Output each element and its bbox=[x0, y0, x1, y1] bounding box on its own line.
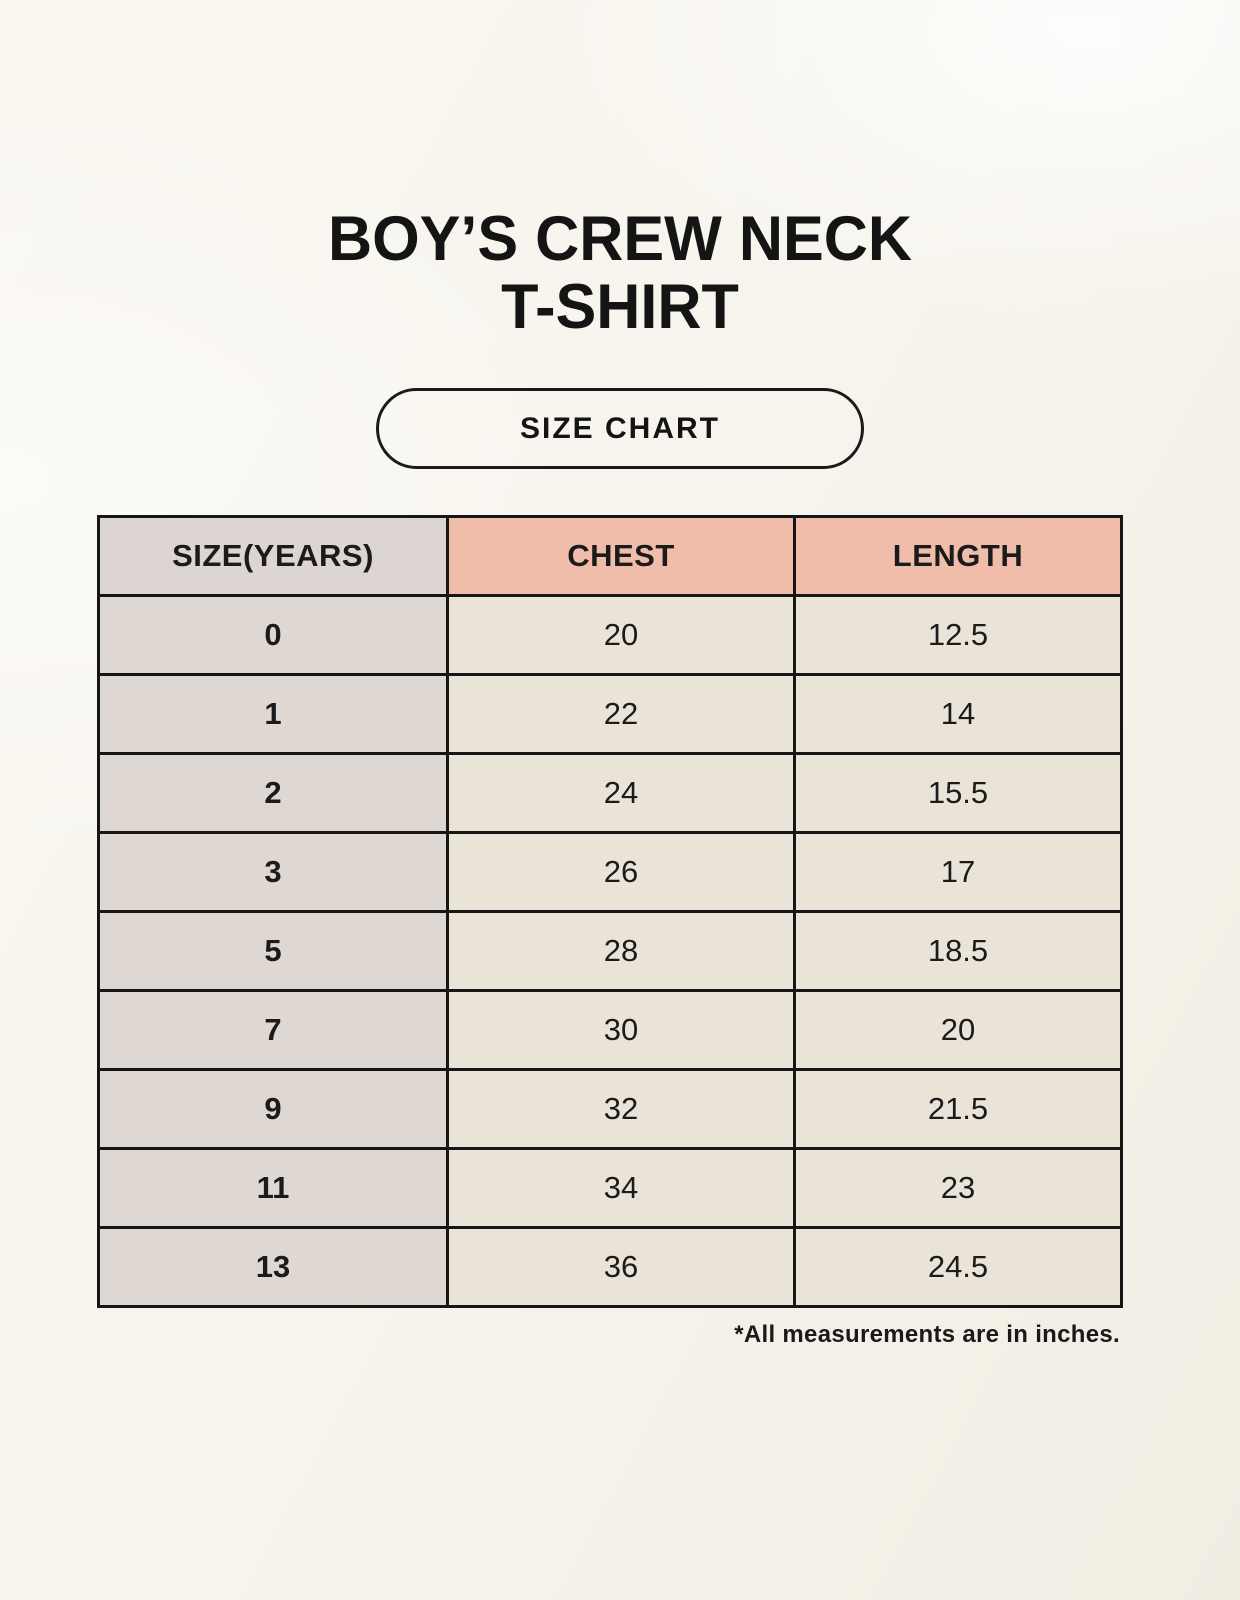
size-cell: 2 bbox=[97, 752, 449, 835]
table-row: 0 20 12.5 bbox=[97, 594, 1123, 677]
table-body: 0 20 12.5 1 22 14 2 24 15.5 3 26 17 5 28 18.5 7 30 20 9 32 2… bbox=[97, 594, 1123, 1309]
column-header-size-years: SIZE(YEARS) bbox=[97, 515, 449, 598]
chest-cell: 26 bbox=[446, 831, 796, 914]
chest-cell: 36 bbox=[446, 1226, 796, 1309]
table-row: 13 36 24.5 bbox=[97, 1226, 1123, 1309]
size-cell: 11 bbox=[97, 1147, 449, 1230]
column-header-length: LENGTH bbox=[793, 515, 1123, 598]
length-cell: 21.5 bbox=[793, 1068, 1123, 1151]
length-cell: 20 bbox=[793, 989, 1123, 1072]
table-row: 2 24 15.5 bbox=[97, 752, 1123, 835]
length-cell: 14 bbox=[793, 673, 1123, 756]
length-cell: 12.5 bbox=[793, 594, 1123, 677]
length-cell: 23 bbox=[793, 1147, 1123, 1230]
column-header-chest: CHEST bbox=[446, 515, 796, 598]
table-header: SIZE(YEARS) CHEST LENGTH bbox=[97, 515, 1123, 598]
size-cell: 5 bbox=[97, 910, 449, 993]
size-chart-badge-label: SIZE CHART bbox=[520, 411, 720, 445]
length-cell: 17 bbox=[793, 831, 1123, 914]
table-row: 3 26 17 bbox=[97, 831, 1123, 914]
page-title-line-1: BOY’S CREW NECK bbox=[327, 204, 912, 274]
size-cell: 0 bbox=[97, 594, 449, 677]
chest-cell: 34 bbox=[446, 1147, 796, 1230]
page-title-line-2: T-SHIRT bbox=[501, 272, 739, 343]
size-cell: 7 bbox=[97, 989, 449, 1072]
table-row: 5 28 18.5 bbox=[97, 910, 1123, 993]
size-chart-badge: SIZE CHART bbox=[376, 388, 864, 470]
table-row: 1 22 14 bbox=[97, 673, 1123, 756]
length-cell: 24.5 bbox=[793, 1226, 1123, 1309]
length-cell: 18.5 bbox=[793, 910, 1123, 993]
length-cell: 15.5 bbox=[793, 752, 1123, 835]
size-cell: 3 bbox=[97, 831, 449, 914]
chest-cell: 20 bbox=[446, 594, 796, 677]
size-cell: 9 bbox=[97, 1068, 449, 1151]
page-title: BOY’S CREW NECK T-SHIRT bbox=[0, 0, 1240, 341]
chest-cell: 28 bbox=[446, 910, 796, 993]
chest-cell: 24 bbox=[446, 752, 796, 835]
chest-cell: 22 bbox=[446, 673, 796, 756]
table-header-row: SIZE(YEARS) CHEST LENGTH bbox=[97, 515, 1123, 598]
chest-cell: 30 bbox=[446, 989, 796, 1072]
chest-cell: 32 bbox=[446, 1068, 796, 1151]
measurements-footnote: *All measurements are in inches. bbox=[734, 1321, 1120, 1349]
table-row: 9 32 21.5 bbox=[97, 1068, 1123, 1151]
size-cell: 13 bbox=[97, 1226, 449, 1309]
size-chart-table: SIZE(YEARS) CHEST LENGTH 0 20 12.5 1 22 14 2 24… bbox=[97, 515, 1123, 1309]
size-cell: 1 bbox=[97, 673, 449, 756]
table-row: 7 30 20 bbox=[97, 989, 1123, 1072]
table-row: 11 34 23 bbox=[97, 1147, 1123, 1230]
